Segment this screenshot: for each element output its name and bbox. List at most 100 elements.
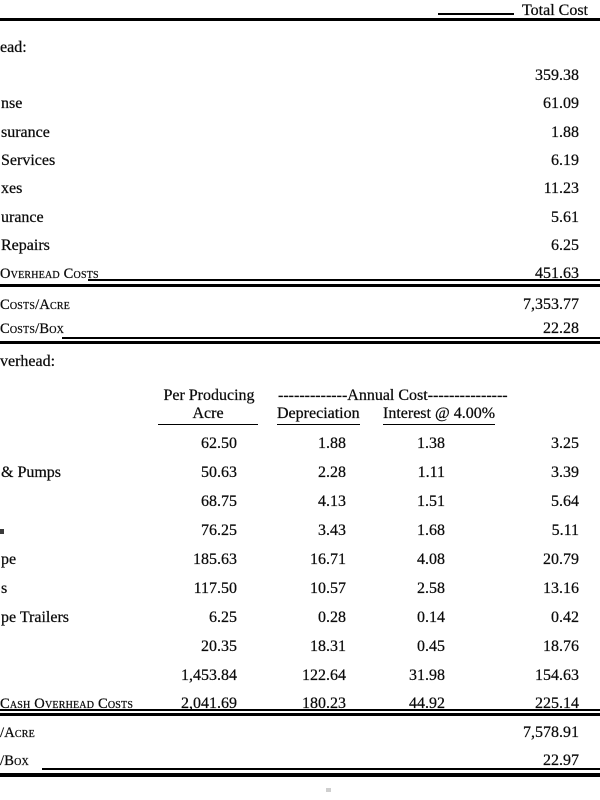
rule-bottom-thick [0,773,600,777]
row-total-cost: 5.11 [551,522,579,539]
row-total-cost: 20.79 [543,551,579,568]
row-label: Repairs [1,237,50,254]
rule-section1-total-thin [88,279,600,281]
row-per-acre: 1,453.84 [181,667,237,684]
row-total-cost: 5.64 [551,493,579,510]
col-header-acre: Acre [158,405,258,425]
row-interest: 4.08 [417,551,445,568]
row-label: pe [1,551,17,568]
table-row: pe Trailers 6.25 0.28 0.14 0.42 [0,609,600,628]
costs-per-acre-row: Costs/Acre 7,353.77 [0,296,600,315]
table-row: 1,453.84 122.64 31.98 154.63 [0,667,600,686]
row-depreciation: 4.13 [318,493,346,510]
row-depreciation: 3.43 [318,522,346,539]
section1-heading: ead: [0,39,27,56]
total-row-value: 451.63 [535,265,579,282]
page-number-remnant [326,788,331,792]
costs-per-box-row: /Box 22.97 [0,752,600,771]
table-row: s 117.50 10.57 2.58 13.16 [0,580,600,599]
row-total-cost: 1.88 [551,124,579,141]
total-per-acre: 2,041.69 [181,695,237,712]
table-row: surance 1.88 [0,124,600,143]
costs-per-acre-value: 7,353.77 [523,296,579,313]
total-row: Cash Overhead Costs 2,041.69 180.23 44.9… [0,695,600,714]
total-total-cost: 225.14 [535,695,579,712]
row-label: pe Trailers [1,609,69,626]
costs-per-box-value: 22.97 [543,752,579,769]
total-row: Overhead Costs 451.63 [0,265,600,284]
rule-section2-total-thin [0,709,600,711]
row-total-cost: 359.38 [535,67,579,84]
total-cost-column-header: Total Cost [522,2,588,19]
rule-top-thick [0,18,600,21]
rule-section2-total-thick [0,713,600,716]
row-interest: 2.58 [417,580,445,597]
row-total-cost: 5.61 [551,209,579,226]
row-interest: 1.51 [417,493,445,510]
row-label: Services [1,152,56,169]
costs-per-acre-row: /Acre 7,578.91 [0,724,600,743]
row-per-acre: 20.35 [201,638,237,655]
row-total-cost: 13.16 [543,580,579,597]
row-per-acre: 76.25 [201,522,237,539]
costs-per-acre-value: 7,578.91 [523,724,579,741]
row-total-cost: 11.23 [543,180,579,197]
row-per-acre: 68.75 [201,493,237,510]
total-interest: 44.92 [409,695,445,712]
table-row: Services 6.19 [0,152,600,171]
row-label: surance [1,124,50,141]
table-row: & Pumps 50.63 2.28 1.11 3.39 [0,464,600,483]
row-total-cost: 0.42 [551,609,579,626]
table-row: pe 185.63 16.71 4.08 20.79 [0,551,600,570]
rule-bottom-thin [42,768,600,770]
row-interest: 1.11 [417,464,445,481]
table-row: 76.25 3.43 1.68 5.11 [0,522,600,541]
row-depreciation: 122.64 [302,667,346,684]
table-row: nse 61.09 [0,95,600,114]
rule-section1-bottom-thin [62,337,600,339]
table-row: Repairs 6.25 [0,237,600,256]
row-per-acre: 50.63 [201,464,237,481]
table-row: xes 11.23 [0,180,600,199]
row-total-cost: 6.19 [551,152,579,169]
row-total-cost: 154.63 [535,667,579,684]
costs-per-box-value: 22.28 [543,320,579,337]
table-row: 62.50 1.88 1.38 3.25 [0,435,600,454]
col-header-interest: Interest @ 4.00% [383,405,495,425]
col-header-depreciation: Depreciation [277,405,360,425]
costs-per-acre-label: /Acre [0,725,35,741]
total-row-label: Cash Overhead Costs [0,696,134,712]
table-row: 68.75 4.13 1.51 5.64 [0,493,600,512]
row-interest: 0.45 [417,638,445,655]
row-per-acre: 117.50 [193,580,237,597]
total-depreciation: 180.23 [302,695,346,712]
row-interest: 1.68 [417,522,445,539]
costs-per-box-label: Costs/Box [0,321,65,337]
row-interest: 31.98 [409,667,445,684]
row-label: urance [1,209,44,226]
costs-per-box-row: Costs/Box 22.28 [0,320,600,339]
row-per-acre: 6.25 [209,609,237,626]
row-label: nse [1,95,23,112]
row-label: & Pumps [1,464,62,481]
row-depreciation: 1.88 [318,435,346,452]
row-depreciation: 2.28 [318,464,346,481]
row-total-cost: 3.25 [551,435,579,452]
total-row-label: Overhead Costs [0,266,99,282]
costs-per-acre-label: Costs/Acre [0,297,71,313]
row-total-cost: 3.39 [551,464,579,481]
row-interest: 0.14 [417,609,445,626]
row-total-cost: 61.09 [543,95,579,112]
row-per-acre: 185.63 [193,551,237,568]
table-row: 359.38 [0,67,600,86]
row-per-acre: 62.50 [201,435,237,452]
row-interest: 1.38 [417,435,445,452]
costs-per-box-label: /Box [0,753,29,769]
row-total-cost: 18.76 [543,638,579,655]
row-depreciation: 18.31 [310,638,346,655]
row-depreciation: 10.57 [310,580,346,597]
table-row: urance 5.61 [0,209,600,228]
table-row: 20.35 18.31 0.45 18.76 [0,638,600,657]
row-label: s [1,580,8,597]
